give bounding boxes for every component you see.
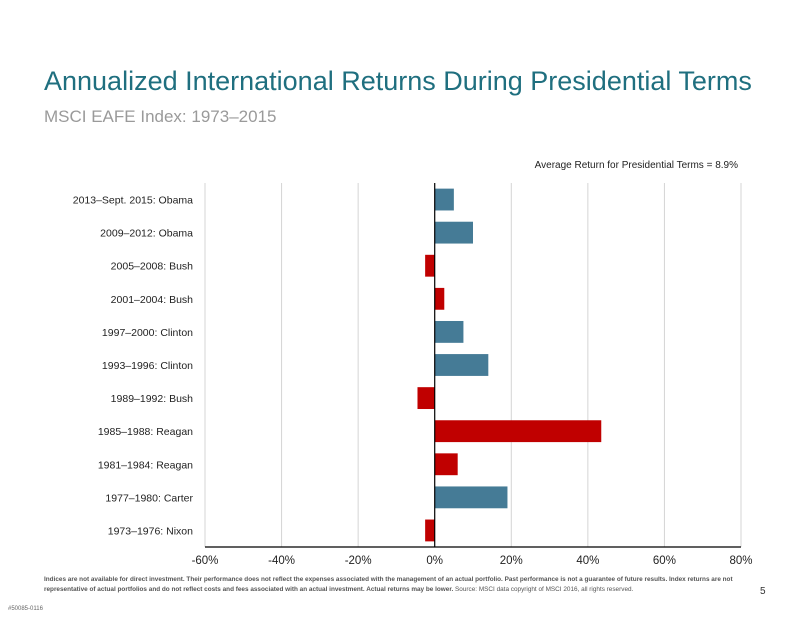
category-label-1: 2009–2012: Obama [100,228,193,240]
category-label-3: 2001–2004: Bush [111,294,193,306]
bar-1 [434,221,473,244]
x-tick-label-6: 60% [653,555,676,567]
disclaimer-text: Indices are not available for direct inv… [44,576,733,593]
x-tick-label-7: 80% [729,555,752,567]
category-label-2: 2005–2008: Bush [111,261,193,273]
x-tick-label-4: 20% [500,555,523,567]
category-label-4: 1997–2000: Clinton [102,327,193,339]
bar-6 [417,387,435,410]
x-tick-label-1: -40% [268,555,295,567]
category-label-6: 1989–1992: Bush [111,393,193,405]
source-text: Source: MSCI data copyright of MSCI 2016… [455,586,634,593]
disclaimer-footnote: Indices are not available for direct inv… [44,575,734,595]
category-label-10: 1973–1976: Nixon [108,525,193,537]
bar-7 [434,420,602,443]
category-label-7: 1985–1988: Reagan [98,426,193,438]
page-number: 5 [760,586,766,597]
category-label-0: 2013–Sept. 2015: Obama [73,195,193,207]
bar-0 [434,188,454,211]
x-tick-label-3: 0% [426,555,443,567]
document-code: #50085-0116 [8,606,43,612]
x-tick-label-2: -20% [345,555,372,567]
bar-8 [434,453,458,476]
bar-9 [434,486,508,509]
chart-subtitle: MSCI EAFE Index: 1973–2015 [44,107,277,126]
bar-10 [425,519,435,542]
category-label-8: 1981–1984: Reagan [98,459,193,471]
x-tick-label-5: 40% [576,555,599,567]
category-label-9: 1977–1980: Carter [105,492,193,504]
bar-4 [434,320,464,343]
category-label-5: 1993–1996: Clinton [102,360,193,372]
average-return-annotation: Average Return for Presidential Terms = … [534,160,738,171]
x-tick-label-0: -60% [192,555,219,567]
chart-title: Annualized International Returns During … [44,66,752,96]
bar-2 [425,254,435,277]
bar-5 [434,354,489,376]
bar-3 [434,287,445,310]
